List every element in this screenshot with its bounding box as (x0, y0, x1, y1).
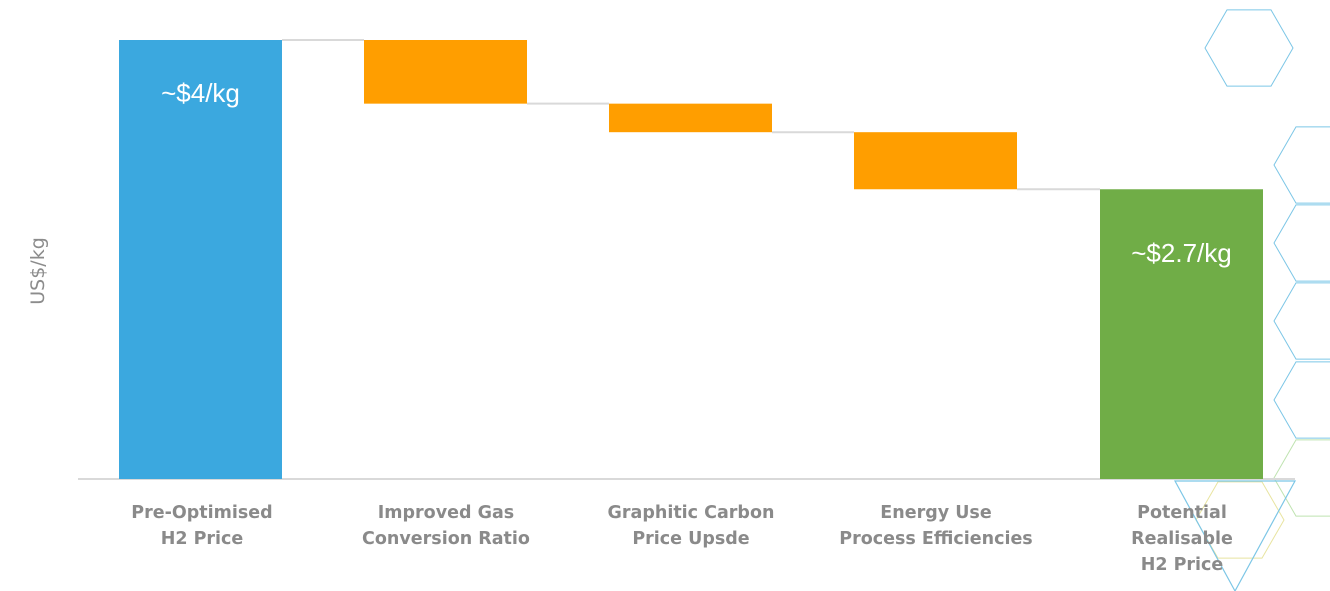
category-label-3: Energy Use Process Efficiencies (839, 503, 1033, 549)
bar-decrease (609, 103, 772, 133)
hexagon-decoration (1273, 282, 1330, 360)
category-label-2: Graphitic Carbon Price Upsde (607, 503, 775, 549)
value-label-start: ~$4/kg (161, 78, 240, 108)
hexagon-decoration (1273, 126, 1330, 204)
bar-decrease (364, 40, 527, 104)
value-label-end: ~$2.7/kg (1131, 238, 1232, 268)
hexagon-decoration (1273, 204, 1330, 282)
hexagon-decoration (1273, 361, 1330, 439)
bar-start-total (119, 40, 282, 479)
triangle-decoration (1173, 480, 1297, 591)
hexagon-decoration (1204, 9, 1294, 87)
bar-decrease (854, 132, 1017, 190)
category-label-4: Potential Realisable H2 Price (1131, 503, 1233, 575)
category-label-1: Improved Gas Conversion Ratio (362, 503, 530, 549)
bar-end-total (1100, 189, 1263, 479)
category-label-0: Pre-Optimised H2 Price (131, 503, 273, 549)
y-axis-label: US$/kg (27, 237, 49, 305)
